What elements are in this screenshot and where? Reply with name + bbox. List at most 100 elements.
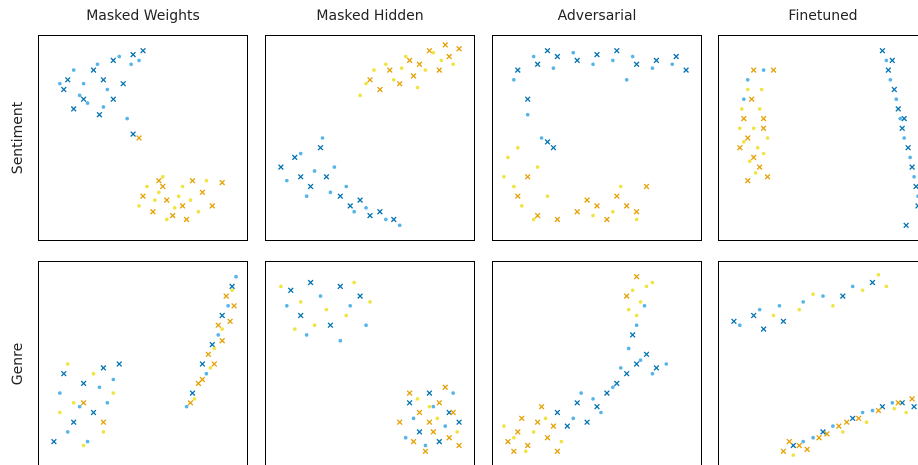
point-dot xyxy=(811,292,815,296)
point-x xyxy=(554,53,561,60)
point-x xyxy=(633,361,640,367)
point-x xyxy=(60,86,67,93)
point-dot xyxy=(117,54,122,59)
point-dot xyxy=(506,155,510,160)
point-x xyxy=(426,390,433,396)
point-dot xyxy=(427,404,432,409)
point-dot xyxy=(279,284,283,289)
point-x xyxy=(524,96,531,103)
point-x xyxy=(450,409,457,416)
point-x xyxy=(623,293,630,299)
point-dot xyxy=(318,294,323,298)
point-x xyxy=(524,173,531,180)
point-dot xyxy=(626,346,631,351)
point-dot xyxy=(664,362,669,366)
point-x xyxy=(544,139,551,145)
point-dot xyxy=(145,184,149,189)
point-dot xyxy=(431,50,436,55)
point-dot xyxy=(841,430,845,434)
point-dot xyxy=(364,81,368,86)
point-x xyxy=(64,76,71,83)
point-dot xyxy=(292,327,297,331)
point-x xyxy=(209,203,216,209)
point-dot xyxy=(285,304,289,308)
point-x xyxy=(456,442,462,449)
point-dot xyxy=(618,366,623,370)
point-dot xyxy=(352,209,356,214)
point-dot xyxy=(638,358,643,362)
point-dot xyxy=(890,401,895,405)
point-x xyxy=(538,403,545,410)
point-x xyxy=(673,53,680,60)
point-dot xyxy=(164,217,169,222)
point-dot xyxy=(759,87,764,92)
point-dot xyxy=(348,304,353,308)
point-dot xyxy=(884,284,889,289)
point-dot xyxy=(81,443,86,448)
point-dot xyxy=(512,435,516,440)
point-x xyxy=(199,376,206,383)
row-label: Sentiment xyxy=(10,101,26,174)
point-dot xyxy=(634,313,639,318)
point-x xyxy=(909,396,915,402)
point-x xyxy=(550,423,557,429)
point-x xyxy=(110,96,117,103)
point-x xyxy=(337,283,344,290)
point-x xyxy=(604,216,610,223)
point-dot xyxy=(77,93,82,98)
point-dot xyxy=(415,85,420,90)
point-dot xyxy=(571,50,576,55)
panel-frame xyxy=(492,261,702,465)
panel-frame xyxy=(718,35,918,241)
point-dot xyxy=(644,284,649,289)
point-x xyxy=(169,212,176,219)
point-x xyxy=(426,47,433,54)
point-x xyxy=(205,351,212,358)
point-x xyxy=(337,193,344,200)
point-x xyxy=(357,293,363,299)
point-dot xyxy=(312,323,317,328)
point-dot xyxy=(519,204,524,208)
point-x xyxy=(915,203,918,209)
point-x xyxy=(323,173,330,180)
point-x xyxy=(653,365,660,371)
point-x xyxy=(100,419,107,426)
point-dot xyxy=(431,404,436,409)
point-dot xyxy=(423,68,428,72)
point-x xyxy=(744,177,751,184)
point-dot xyxy=(85,101,90,105)
point-x xyxy=(396,419,403,426)
point-x xyxy=(70,419,77,426)
point-x xyxy=(633,273,640,280)
point-x xyxy=(442,42,449,48)
point-dot xyxy=(137,58,141,63)
point-x xyxy=(183,216,190,223)
point-x xyxy=(416,409,423,416)
point-x xyxy=(514,67,521,73)
point-x xyxy=(849,415,856,422)
point-x xyxy=(514,193,521,200)
point-dot xyxy=(443,424,448,428)
point-x xyxy=(416,429,423,435)
point-x xyxy=(550,144,557,151)
point-dot xyxy=(742,97,746,101)
point-x xyxy=(278,164,284,170)
point-dot xyxy=(797,307,802,312)
point-x xyxy=(60,370,67,377)
point-dot xyxy=(58,81,62,86)
point-dot xyxy=(384,62,388,67)
point-dot xyxy=(91,371,96,376)
point-dot xyxy=(860,410,865,415)
point-dot xyxy=(545,194,550,198)
point-dot xyxy=(801,439,805,444)
point-dot xyxy=(111,377,116,382)
point-x xyxy=(756,164,763,170)
point-dot xyxy=(451,62,455,67)
point-x xyxy=(905,144,911,151)
point-x xyxy=(613,47,620,54)
point-dot xyxy=(111,391,116,395)
point-dot xyxy=(81,81,86,86)
point-dot xyxy=(58,391,62,395)
point-x xyxy=(155,177,162,184)
point-x xyxy=(386,67,393,73)
